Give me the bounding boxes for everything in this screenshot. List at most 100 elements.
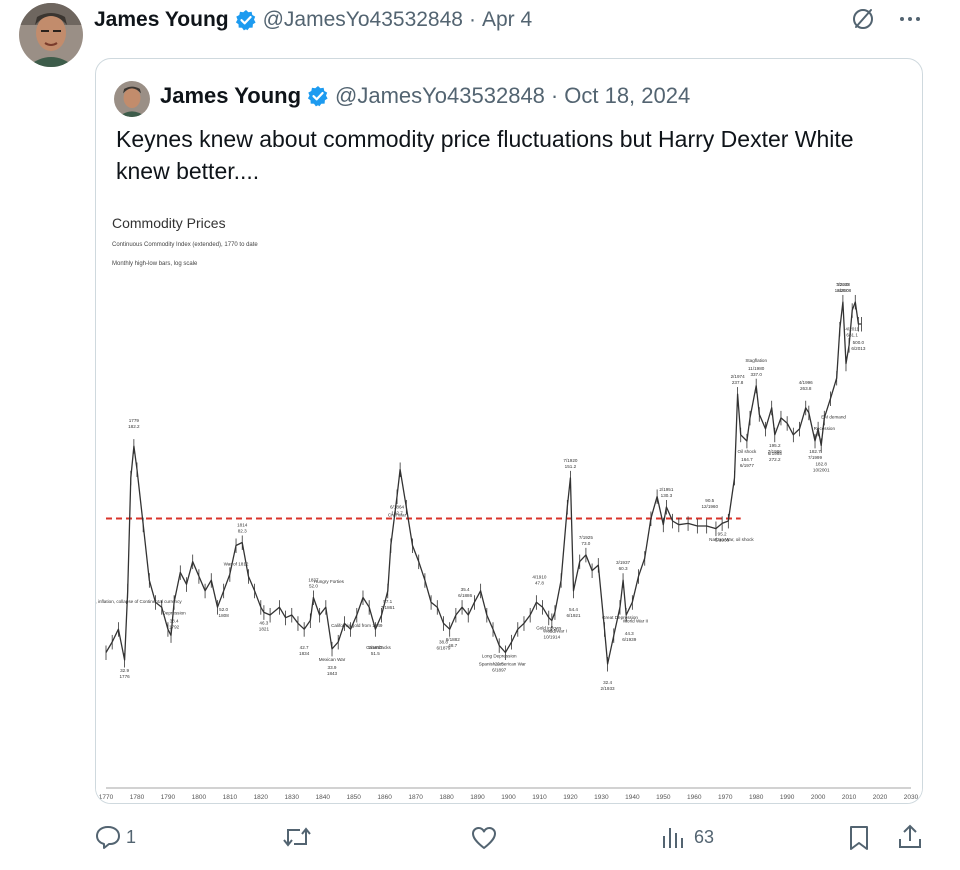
- x-tick-label: 1840: [315, 794, 330, 801]
- chart-annotation-value: 1843: [327, 671, 338, 676]
- chart-annotation: 3/1937: [616, 560, 630, 565]
- chart-annotation-value: 272.2: [769, 457, 781, 462]
- tweet-header: James Young @JamesYo43532848 · Apr 4: [94, 6, 532, 34]
- chart-annotation: 29.5: [495, 661, 504, 666]
- date-separator: ·: [550, 83, 559, 108]
- x-tick-label: 1900: [501, 794, 516, 801]
- x-tick-label: 1950: [656, 794, 671, 801]
- x-tick-label: 1810: [223, 794, 238, 801]
- chart-annotation-value: 6/1897: [492, 667, 506, 672]
- chart-annotation: 46.3: [259, 620, 268, 625]
- chart-annotation: 2/1857: [368, 645, 382, 650]
- chart-annotation: Oil shock: [737, 449, 757, 454]
- verified-badge-icon: [307, 86, 328, 107]
- chart-annotation-value: 1792: [169, 624, 180, 629]
- chart-annotation: Long Depression: [482, 653, 517, 658]
- chart-annotation: 43.3: [547, 629, 556, 634]
- quoted-header: James Young @JamesYo43532848 · Oct 18, 2…: [160, 83, 690, 109]
- chart-annotation: 7/1925: [579, 535, 593, 540]
- chart-annotation: 35.4: [461, 587, 470, 592]
- views-button[interactable]: 63: [660, 824, 714, 850]
- chart-annotation: 52.0: [219, 607, 228, 612]
- x-tick-label: 1820: [254, 794, 269, 801]
- tweet-top-actions: [850, 6, 922, 32]
- chart-annotation-value: 6/1886: [458, 593, 472, 598]
- chart-annotation: 4/2011: [845, 326, 859, 331]
- chart-annotation-value: 60.3: [619, 566, 628, 571]
- chart-note: Monthly high-low bars, log scale: [112, 261, 198, 267]
- chart-annotation-value: 337.0: [750, 372, 762, 377]
- x-tick-label: 1780: [130, 794, 145, 801]
- chart-annotation: Great Depression: [602, 615, 638, 620]
- like-button[interactable]: [470, 825, 498, 851]
- chart-annotation: 164.7: [741, 457, 753, 462]
- quoted-date: Oct 18, 2024: [564, 83, 691, 108]
- x-tick-label: 1770: [99, 794, 114, 801]
- chart-annotation-value: 182.7: [391, 510, 403, 515]
- commodity-price-chart: Commodity Prices Continuous Commodity In…: [96, 215, 919, 801]
- chart-annotation-value: 12/2008: [835, 288, 852, 293]
- chart-annotation-value: 6/1921: [566, 613, 580, 618]
- chart-annotation: Greenbacks: [366, 645, 391, 650]
- chart-annotation: 7/1920: [563, 458, 577, 463]
- chart-annotation: 1814: [237, 522, 248, 527]
- chart-annotation: Spanish-American War: [479, 661, 527, 666]
- chart-annotation: Recession: [814, 426, 836, 431]
- chart-annotation: Mexican War: [319, 657, 346, 662]
- x-tick-label: 1990: [780, 794, 795, 801]
- verified-badge-icon: [235, 10, 256, 31]
- chart-annotation: 90.5: [705, 498, 714, 503]
- quoted-tweet[interactable]: James Young @JamesYo43532848 · Oct 18, 2…: [95, 58, 923, 804]
- chart-annotation: California gold from 1849: [331, 623, 383, 628]
- share-icon: [899, 824, 921, 848]
- chart-annotation: 1779: [129, 418, 140, 423]
- chart-annotation: War of 1812: [224, 561, 249, 566]
- retweet-button[interactable]: [282, 824, 312, 850]
- bookmark-button[interactable]: [846, 824, 872, 852]
- heart-icon: [472, 827, 496, 849]
- chart-annotation-value: 48.7: [448, 643, 457, 648]
- chart-annotation-value: 1821: [259, 626, 270, 631]
- chart-annotation: 57.1: [383, 599, 392, 604]
- chart-annotation-value: 6/1977: [740, 463, 754, 468]
- reply-button[interactable]: 1: [94, 824, 136, 850]
- retweet-icon: [283, 827, 311, 847]
- author-avatar[interactable]: [19, 3, 83, 67]
- chart-annotation: Civil War: [388, 512, 407, 517]
- chart-annotation: 4/1996: [799, 380, 813, 385]
- chart-annotation-value: 7/1861: [381, 605, 395, 610]
- tweet-date[interactable]: Apr 4: [481, 8, 533, 31]
- chart-annotation: EM demand: [821, 414, 846, 419]
- x-tick-label: 1880: [439, 794, 454, 801]
- chart-annotation: 2/1974: [731, 374, 745, 379]
- x-tick-label: 1920: [563, 794, 578, 801]
- chart-annotation-value: 7/1986: [768, 449, 782, 454]
- chart-annotation: 6/1985: [768, 451, 782, 456]
- x-tick-label: 1970: [718, 794, 733, 801]
- chart-annotation: Depression: [162, 610, 186, 615]
- chart-annotation-value: 52.0: [309, 584, 318, 589]
- chart-annotation: Stagflation: [745, 358, 767, 363]
- chart-annotation-value: 5/1968: [715, 537, 729, 542]
- x-tick-label: 1980: [749, 794, 764, 801]
- chart-image[interactable]: Commodity Prices Continuous Commodity In…: [96, 213, 922, 803]
- x-tick-label: 1910: [532, 794, 547, 801]
- x-tick-label: 1850: [346, 794, 361, 801]
- more-options-icon[interactable]: [898, 7, 922, 31]
- chart-subtitle: Continuous Commodity Index (extended), 1…: [112, 242, 258, 248]
- chart-annotation-value: 12/1960: [701, 504, 718, 509]
- chart-annotation: 182.7: [809, 449, 821, 454]
- chart-annotation: 38.8: [439, 639, 448, 644]
- share-button[interactable]: [896, 823, 924, 851]
- x-tick-label: 2020: [873, 794, 888, 801]
- chart-annotation: 95.2: [718, 531, 727, 536]
- chart-annotation: 7/2008: [836, 282, 850, 287]
- chart-annotation: 38.4: [170, 618, 179, 623]
- chart-annotation: Gold inflows: [536, 626, 562, 631]
- author-name[interactable]: James Young: [94, 8, 229, 31]
- chart-annotation: 32.4: [603, 680, 612, 685]
- chart-annotation-value: 7/1999: [808, 455, 822, 460]
- author-handle[interactable]: @JamesYo43532848: [262, 8, 463, 31]
- grok-icon[interactable]: [850, 6, 876, 32]
- chart-annotation: 4/1910: [532, 574, 546, 579]
